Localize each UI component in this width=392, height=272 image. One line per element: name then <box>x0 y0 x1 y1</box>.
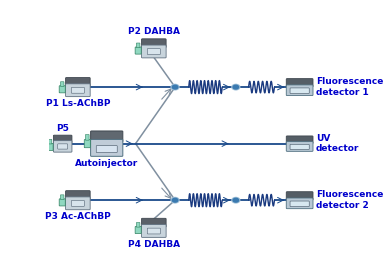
FancyBboxPatch shape <box>290 88 309 94</box>
FancyBboxPatch shape <box>91 140 123 156</box>
FancyBboxPatch shape <box>65 78 90 86</box>
FancyBboxPatch shape <box>135 47 141 54</box>
Text: UV
detector: UV detector <box>316 134 359 153</box>
FancyBboxPatch shape <box>290 201 309 206</box>
FancyBboxPatch shape <box>65 84 90 97</box>
Text: P2 DAHBA: P2 DAHBA <box>128 27 180 36</box>
Circle shape <box>172 85 178 89</box>
Circle shape <box>232 84 240 90</box>
FancyBboxPatch shape <box>147 228 160 234</box>
FancyBboxPatch shape <box>290 144 309 149</box>
Text: Fluorescence
detector 2: Fluorescence detector 2 <box>316 190 383 210</box>
FancyBboxPatch shape <box>286 136 313 144</box>
FancyBboxPatch shape <box>85 135 89 140</box>
FancyBboxPatch shape <box>135 227 141 234</box>
FancyBboxPatch shape <box>136 222 140 227</box>
FancyBboxPatch shape <box>59 86 65 93</box>
FancyBboxPatch shape <box>286 142 313 151</box>
FancyBboxPatch shape <box>65 191 90 199</box>
Text: P1 Ls-AChBP: P1 Ls-AChBP <box>45 99 110 108</box>
Text: Autoinjector: Autoinjector <box>75 159 138 168</box>
FancyBboxPatch shape <box>91 131 123 142</box>
FancyBboxPatch shape <box>286 198 313 209</box>
FancyBboxPatch shape <box>286 85 313 95</box>
FancyBboxPatch shape <box>65 197 90 210</box>
FancyBboxPatch shape <box>142 39 166 48</box>
FancyBboxPatch shape <box>47 143 53 150</box>
FancyBboxPatch shape <box>142 225 166 237</box>
FancyBboxPatch shape <box>147 49 160 54</box>
Circle shape <box>233 85 239 89</box>
Text: P4 DAHBA: P4 DAHBA <box>128 240 180 249</box>
FancyBboxPatch shape <box>286 79 313 87</box>
FancyBboxPatch shape <box>58 144 68 149</box>
FancyBboxPatch shape <box>84 140 90 148</box>
FancyBboxPatch shape <box>71 87 84 93</box>
FancyBboxPatch shape <box>142 45 166 58</box>
FancyBboxPatch shape <box>53 135 72 143</box>
Circle shape <box>233 198 239 202</box>
FancyBboxPatch shape <box>286 192 313 200</box>
FancyBboxPatch shape <box>60 82 64 86</box>
Text: P3 Ac-AChBP: P3 Ac-AChBP <box>45 212 111 221</box>
Circle shape <box>172 198 178 202</box>
FancyBboxPatch shape <box>71 200 84 206</box>
FancyBboxPatch shape <box>142 218 166 227</box>
FancyBboxPatch shape <box>59 199 65 206</box>
FancyBboxPatch shape <box>53 141 72 152</box>
Circle shape <box>232 197 240 203</box>
Circle shape <box>171 84 179 90</box>
FancyBboxPatch shape <box>136 43 140 48</box>
FancyBboxPatch shape <box>96 146 117 153</box>
Text: Fluorescence
detector 1: Fluorescence detector 1 <box>316 78 383 97</box>
Text: P5: P5 <box>56 124 69 133</box>
Circle shape <box>171 197 179 203</box>
FancyBboxPatch shape <box>48 139 52 144</box>
FancyBboxPatch shape <box>60 195 64 199</box>
